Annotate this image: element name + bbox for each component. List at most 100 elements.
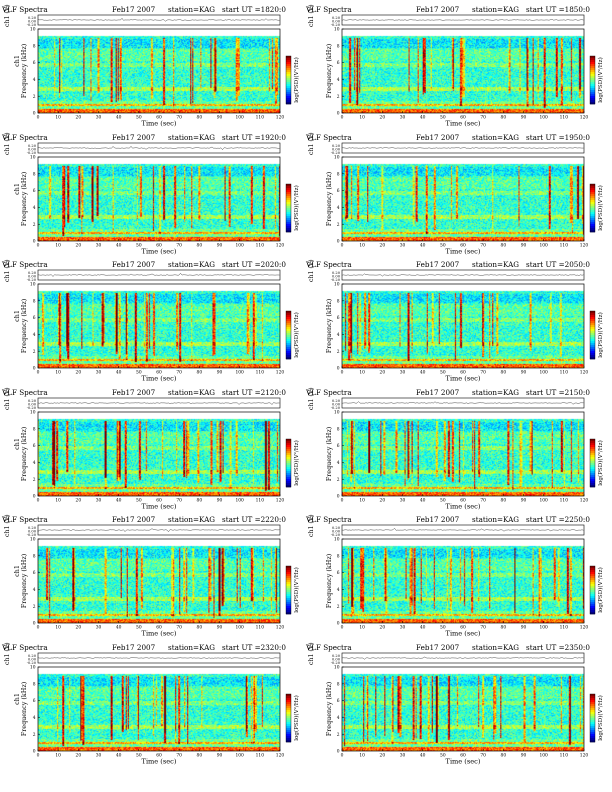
header-date: Feb17 2007 xyxy=(416,515,460,524)
y-axis-label: Frequency (kHz) xyxy=(20,426,28,480)
x-axis-label: Time (sec) xyxy=(142,630,177,638)
colorbar-step xyxy=(590,329,595,332)
header-start: start UT =2020:0 xyxy=(222,260,286,269)
y-tick-label: 6 xyxy=(33,444,36,449)
waveform-tick-label: -0.20 xyxy=(27,533,37,537)
header-date: Feb17 2007 xyxy=(416,260,460,269)
colorbar-step xyxy=(590,56,595,59)
colorbar-step xyxy=(286,729,291,732)
header-start: start UT =1850:0 xyxy=(526,5,590,14)
colorbar-step xyxy=(590,227,595,230)
y-tick-label: 2 xyxy=(33,350,36,355)
y-tick-label: 8 xyxy=(337,44,340,49)
waveform-tick-label: 0.00 xyxy=(28,20,37,24)
y-tick-label: 2 xyxy=(33,477,36,482)
colorbar-step xyxy=(590,321,595,324)
header-program: VLF Spectra xyxy=(305,5,352,14)
x-tick-label: 120 xyxy=(580,243,589,248)
x-axis-label: Time (sec) xyxy=(446,375,481,383)
spectrogram-heatmap xyxy=(38,29,280,113)
x-tick-label: 50 xyxy=(440,753,446,758)
y-tick-label: 0 xyxy=(33,112,36,117)
spectrogram-panel-6: VLF Spectra Feb17 2007 station=KAG start UT… xyxy=(305,259,604,383)
x-tick-label: 110 xyxy=(256,626,265,631)
colorbar-step xyxy=(286,480,291,483)
colorbar-step xyxy=(286,329,291,332)
colorbar-frame xyxy=(589,438,596,487)
waveform-tick-label: 0.20 xyxy=(28,398,37,402)
waveform-ylabel: ch1 (V) xyxy=(308,514,315,537)
colorbar-step xyxy=(590,606,595,609)
waveform-tick-label: 0.00 xyxy=(332,147,341,151)
colorbar-step xyxy=(590,693,595,696)
colorbar-frame xyxy=(285,438,292,487)
colorbar-step xyxy=(590,355,595,358)
colorbar-step xyxy=(286,78,291,81)
x-tick-label: 90 xyxy=(217,243,223,248)
colorbar-step xyxy=(590,596,595,599)
colorbar-step xyxy=(590,90,595,93)
x-tick-label: 0 xyxy=(37,371,40,376)
waveform-tick-label: 0.00 xyxy=(28,275,37,279)
header-program: VLF Spectra xyxy=(305,388,352,397)
y-axis-label: Frequency (kHz) xyxy=(20,299,28,353)
x-tick-label: 0 xyxy=(341,753,344,758)
x-tick-label: 110 xyxy=(560,498,569,503)
colorbar-step xyxy=(590,729,595,732)
y-axis-label: Frequency (kHz) xyxy=(20,554,28,608)
y-tick-label: 4 xyxy=(33,461,36,466)
colorbar-step xyxy=(286,187,291,190)
x-tick-label: 20 xyxy=(76,498,82,503)
y-axis-label: Frequency (kHz) xyxy=(20,171,28,225)
colorbar-step xyxy=(590,568,595,571)
colorbar-step xyxy=(286,68,291,71)
x-tick-label: 20 xyxy=(76,626,82,631)
waveform-tick-label: -0.20 xyxy=(331,23,341,27)
colorbar-step xyxy=(590,66,595,69)
waveform-tick-label: 0.00 xyxy=(332,402,341,406)
x-tick-label: 30 xyxy=(96,626,102,631)
y-tick-label: 10 xyxy=(334,28,340,33)
colorbar-step xyxy=(590,92,595,95)
header-start: start UT =1920:0 xyxy=(222,133,286,142)
colorbar-step xyxy=(590,191,595,194)
colorbar-step xyxy=(286,211,291,214)
x-tick-label: 120 xyxy=(580,371,589,376)
header-station: station=KAG xyxy=(472,133,519,142)
colorbar-step xyxy=(590,209,595,212)
header-date: Feb17 2007 xyxy=(112,260,156,269)
y-tick-label: 2 xyxy=(33,605,36,610)
colorbar-step xyxy=(286,466,291,469)
x-tick-label: 40 xyxy=(116,243,122,248)
header-station: station=KAG xyxy=(472,260,519,269)
spectrogram-heatmap xyxy=(38,666,280,751)
y-tick-label: 0 xyxy=(33,239,36,244)
y-tick-label: 6 xyxy=(337,316,340,321)
y-axis-label: Frequency (kHz) xyxy=(325,171,333,225)
colorbar-step xyxy=(590,185,595,188)
waveform-tick-label: 0.20 xyxy=(332,398,341,402)
colorbar-step xyxy=(590,58,595,61)
y-tick-label: 2 xyxy=(337,732,340,737)
waveform-ylabel: ch1 (V) xyxy=(308,132,315,155)
colorbar-step xyxy=(590,225,595,228)
colorbar-step xyxy=(286,88,291,91)
colorbar-step xyxy=(590,203,595,206)
x-tick-label: 0 xyxy=(37,116,40,121)
x-tick-label: 90 xyxy=(521,243,527,248)
spectrogram-panel-9: VLF Spectra Feb17 2007 station=KAG start UT… xyxy=(1,514,300,638)
x-tick-label: 40 xyxy=(116,116,122,121)
colorbar-step xyxy=(286,456,291,459)
colorbar-step xyxy=(590,315,595,318)
x-tick-label: 20 xyxy=(380,753,386,758)
y-tick-label: 4 xyxy=(33,333,36,338)
colorbar-step xyxy=(286,80,291,83)
colorbar-step xyxy=(590,717,595,720)
x-tick-label: 30 xyxy=(96,243,102,248)
colorbar-step xyxy=(590,588,595,591)
x-tick-label: 30 xyxy=(96,116,102,121)
colorbar xyxy=(285,183,292,232)
y-tick-label: 0 xyxy=(337,622,340,627)
colorbar-step xyxy=(590,80,595,83)
colorbar-step xyxy=(590,737,595,740)
